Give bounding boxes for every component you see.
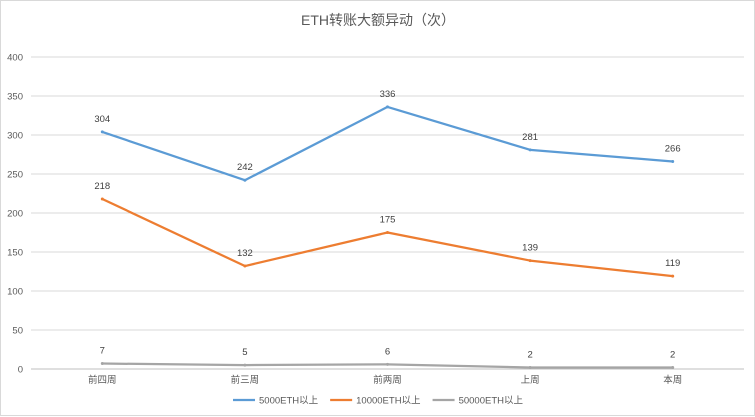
data-point bbox=[243, 264, 247, 268]
data-label: 139 bbox=[522, 243, 538, 254]
data-label: 2 bbox=[527, 349, 532, 360]
series-line bbox=[101, 197, 674, 278]
data-point bbox=[386, 231, 389, 234]
y-tick-label: 0 bbox=[18, 365, 23, 376]
legend: 5000ETH以上 10000ETH以上 50000ETH以上 bbox=[233, 396, 523, 407]
x-tick-label: 前两周 bbox=[373, 374, 402, 386]
data-label: 7 bbox=[100, 346, 105, 357]
legend-label: 50000ETH以上 bbox=[459, 396, 524, 407]
series-group bbox=[100, 105, 675, 369]
data-point bbox=[528, 148, 532, 152]
legend-label: 10000ETH以上 bbox=[356, 396, 421, 407]
data-point bbox=[243, 178, 247, 182]
data-label: 336 bbox=[380, 89, 396, 100]
data-label: 132 bbox=[237, 248, 253, 259]
data-label: 175 bbox=[380, 215, 396, 226]
x-tick-label: 本周 bbox=[663, 374, 682, 386]
y-tick-label: 300 bbox=[7, 131, 23, 142]
y-tick-label: 250 bbox=[7, 170, 23, 181]
data-label: 119 bbox=[665, 258, 680, 269]
series-line bbox=[101, 105, 674, 182]
data-point bbox=[528, 365, 532, 369]
data-label: 6 bbox=[385, 346, 390, 357]
data-point bbox=[100, 130, 104, 134]
data-point bbox=[528, 259, 532, 263]
data-point bbox=[671, 274, 675, 278]
legend-label: 5000ETH以上 bbox=[259, 396, 319, 407]
y-tick-label: 150 bbox=[7, 248, 23, 259]
data-point bbox=[386, 362, 389, 366]
data-label: 218 bbox=[94, 181, 110, 192]
gridlines bbox=[31, 56, 744, 370]
x-tick-label: 前四周 bbox=[88, 374, 117, 386]
y-tick-label: 200 bbox=[7, 209, 23, 220]
data-point bbox=[100, 197, 104, 201]
data-point bbox=[100, 362, 104, 366]
data-labels: 304 242 336 281 266 218 132 175 139 119 7 5 6 2 2 bbox=[94, 89, 680, 361]
x-axis: 前四周 前三周 前两周 上周 本周 bbox=[88, 374, 682, 386]
data-label: 281 bbox=[522, 132, 538, 143]
data-point bbox=[671, 160, 675, 164]
x-tick-label: 上周 bbox=[521, 375, 540, 386]
y-tick-label: 50 bbox=[12, 326, 23, 337]
y-axis: 0 50 100 150 200 250 300 350 400 bbox=[7, 53, 23, 376]
data-label: 2 bbox=[670, 349, 675, 360]
y-tick-label: 100 bbox=[7, 287, 23, 298]
x-tick-label: 前三周 bbox=[231, 374, 260, 386]
y-tick-label: 400 bbox=[7, 53, 23, 64]
data-point bbox=[386, 105, 389, 109]
data-point bbox=[671, 365, 675, 369]
data-label: 242 bbox=[237, 162, 253, 173]
data-label: 266 bbox=[665, 144, 681, 155]
y-tick-label: 350 bbox=[7, 92, 23, 103]
data-point bbox=[243, 363, 247, 367]
data-label: 5 bbox=[242, 347, 247, 358]
chart-title: ETH转账大额异动（次） bbox=[301, 12, 455, 28]
data-label: 304 bbox=[94, 114, 110, 125]
